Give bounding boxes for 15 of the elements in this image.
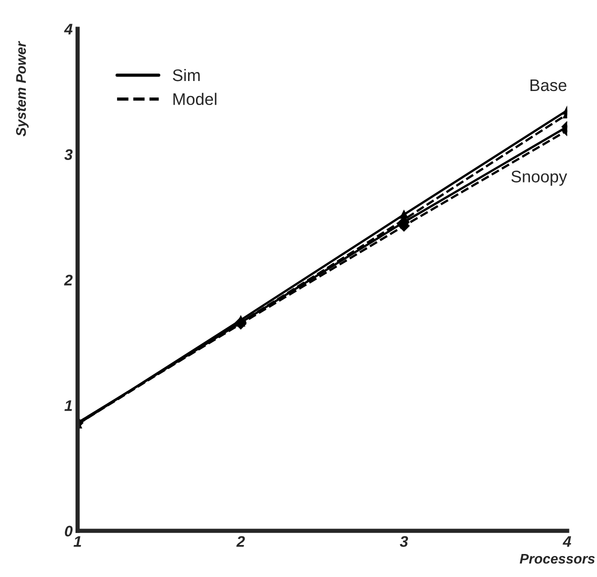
y-tick-label: 2	[64, 274, 73, 286]
y-tick-label: 0	[64, 526, 73, 537]
y-axis-title: System Power	[16, 40, 29, 136]
y-tick-label: 3	[64, 149, 73, 160]
x-tick-label: 1	[74, 536, 82, 547]
annotation: Snoopy	[511, 170, 568, 186]
legend-label: Sim	[172, 68, 200, 82]
x-tick-label: 2	[236, 536, 245, 547]
x-tick-label: 4	[562, 536, 572, 547]
x-axis-title: Processors	[520, 554, 595, 564]
x-tick-label: 3	[400, 536, 408, 547]
y-tick-label: 1	[64, 400, 72, 411]
y-tick-label: 4	[64, 24, 72, 34]
legend-label: Model	[173, 92, 216, 106]
annotation: Base	[530, 80, 566, 92]
